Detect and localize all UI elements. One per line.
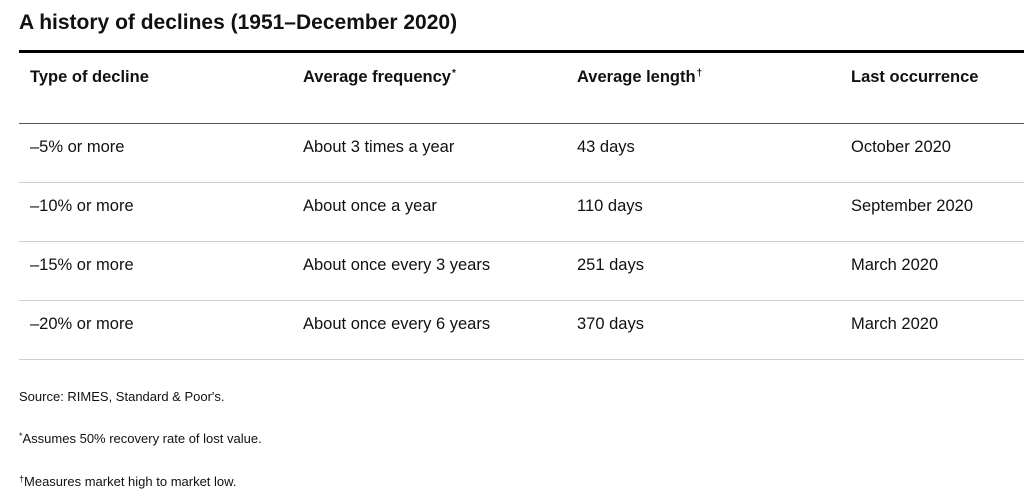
cell-length: 110 days bbox=[577, 197, 643, 215]
cell-type: –20% or more bbox=[30, 315, 134, 333]
asterisk-footnote-text: Assumes 50% recovery rate of lost value. bbox=[22, 431, 262, 446]
asterisk-footnote: *Assumes 50% recovery rate of lost value… bbox=[19, 431, 262, 447]
cell-type: –10% or more bbox=[30, 197, 134, 215]
cell-frequency: About 3 times a year bbox=[303, 138, 455, 156]
cell-frequency: About once every 6 years bbox=[303, 315, 491, 333]
dagger-footnote-mark: † bbox=[696, 68, 703, 79]
cell-last-occurrence: March 2020 bbox=[851, 315, 939, 333]
table-row: –5% or more About 3 times a year 43 days… bbox=[19, 124, 1024, 183]
table-row: –20% or more About once every 6 years 37… bbox=[19, 301, 1024, 360]
table-header-row: Type of decline Average frequency* Avera… bbox=[19, 53, 1024, 124]
dagger-footnote-text: Measures market high to market low. bbox=[24, 474, 237, 489]
header-label: Last occurrence bbox=[851, 68, 979, 86]
dagger-mark: † bbox=[19, 474, 25, 484]
asterisk-footnote-mark: * bbox=[451, 68, 456, 79]
cell-frequency: About once every 3 years bbox=[303, 256, 491, 274]
cell-type: –15% or more bbox=[30, 256, 134, 274]
asterisk-mark: * bbox=[19, 431, 23, 441]
header-label: Type of decline bbox=[30, 68, 149, 86]
source-note: Source: RIMES, Standard & Poor's. bbox=[19, 389, 225, 404]
cell-last-occurrence: March 2020 bbox=[851, 256, 939, 274]
cell-last-occurrence: September 2020 bbox=[851, 197, 974, 215]
header-last-occurrence: Last occurrence bbox=[851, 67, 978, 87]
header-average-length: Average length† bbox=[577, 67, 702, 87]
cell-last-occurrence: October 2020 bbox=[851, 138, 951, 156]
table-row: –10% or more About once a year 110 days … bbox=[19, 183, 1024, 242]
header-label: Average length bbox=[577, 68, 696, 86]
cell-type: –5% or more bbox=[30, 138, 125, 156]
table-row: –15% or more About once every 3 years 25… bbox=[19, 242, 1024, 301]
page-title: A history of declines (1951–December 202… bbox=[19, 11, 458, 34]
cell-length: 251 days bbox=[577, 256, 644, 274]
cell-length: 370 days bbox=[577, 315, 644, 333]
dagger-footnote: †Measures market high to market low. bbox=[19, 474, 236, 490]
header-type-of-decline: Type of decline bbox=[30, 67, 149, 87]
cell-length: 43 days bbox=[577, 138, 635, 156]
header-label: Average frequency bbox=[303, 68, 451, 86]
header-average-frequency: Average frequency* bbox=[303, 67, 456, 87]
declines-table: Type of decline Average frequency* Avera… bbox=[19, 50, 1024, 360]
cell-frequency: About once a year bbox=[303, 197, 437, 215]
